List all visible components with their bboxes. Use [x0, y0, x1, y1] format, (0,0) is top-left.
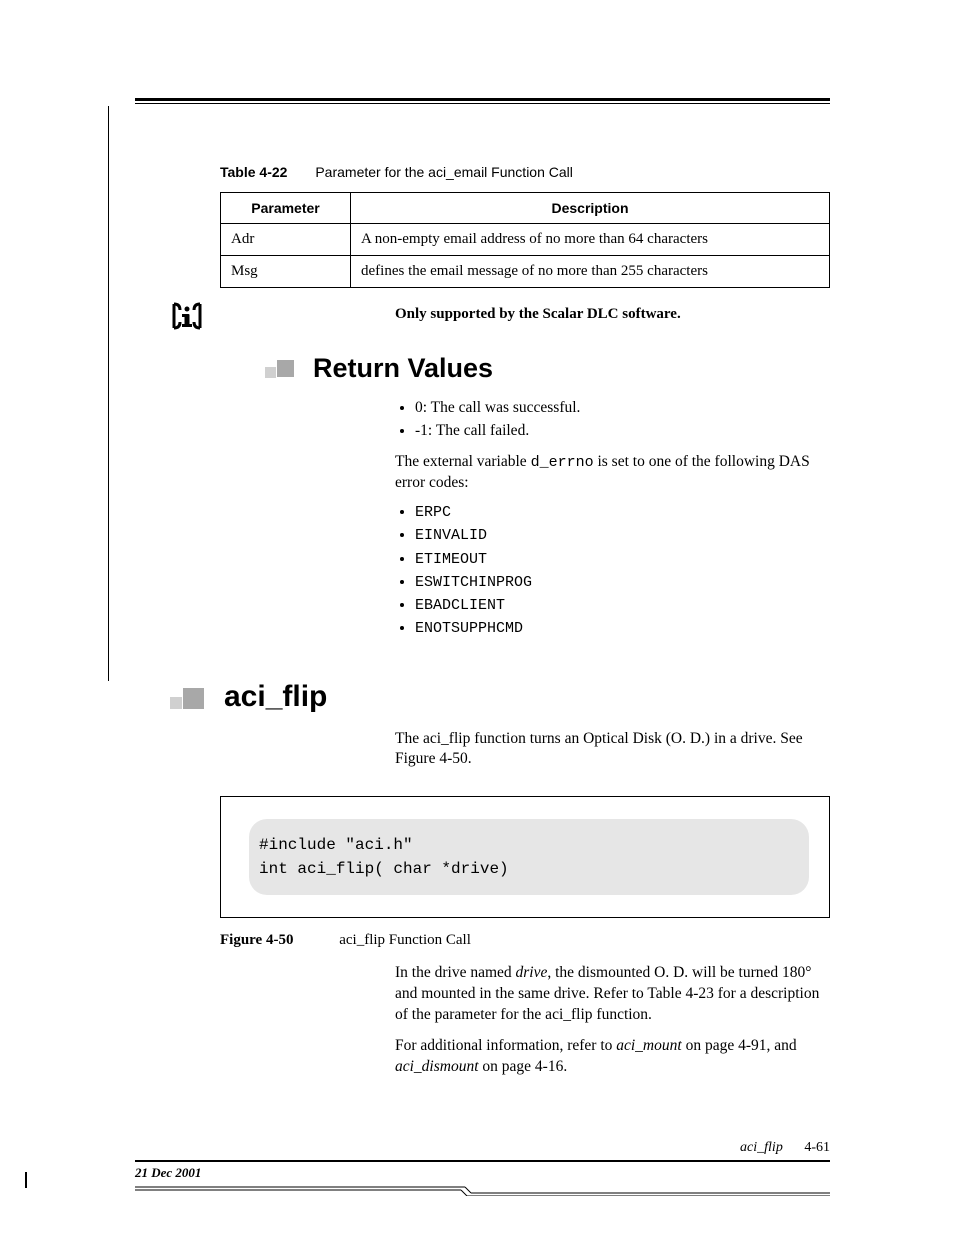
table-cell: Msg [221, 256, 351, 288]
vertical-rule [108, 106, 109, 681]
figure-label: Figure 4-50 [220, 932, 293, 948]
paragraph: The aci_flip function turns an Optical D… [395, 729, 830, 771]
table-header-row: Parameter Description [221, 193, 830, 224]
table-header: Description [351, 193, 830, 224]
error-code: EBADCLIENT [415, 597, 505, 614]
list-item: ENOTSUPPHCMD [415, 618, 830, 639]
paragraph: For additional information, refer to aci… [395, 1036, 830, 1078]
footer-page-number: 4-61 [804, 1140, 830, 1155]
squares-icon [265, 353, 303, 384]
info-note-text: Only supported by the Scalar DLC softwar… [395, 306, 830, 323]
table-cell: Adr [221, 224, 351, 256]
code-box: #include "aci.h" int aci_flip( char *dri… [220, 796, 830, 918]
figure-text: aci_flip Function Call [339, 932, 471, 948]
list-item: ETIMEOUT [415, 549, 830, 570]
aci-flip-body: In the drive named drive, the dismounted… [395, 963, 830, 1078]
text: The external variable [395, 453, 531, 470]
page-content: Table 4-22 Parameter for the aci_email F… [135, 98, 830, 1078]
code-inline: d_errno [531, 454, 594, 471]
text: on page 4-16. [479, 1058, 568, 1075]
italic-ref: aci_dismount [395, 1058, 479, 1075]
error-code: ERPC [415, 504, 451, 521]
error-code: ESWITCHINPROG [415, 574, 532, 591]
text: In the drive named [395, 964, 516, 981]
footer-section-name: aci_flip [740, 1140, 783, 1155]
list-item: ERPC [415, 502, 830, 523]
list-item: EBADCLIENT [415, 595, 830, 616]
text: For additional information, refer to [395, 1037, 616, 1054]
footer-date: 21 Dec 2001 [135, 1165, 830, 1181]
heading-aci-flip: aci_flip [224, 680, 327, 714]
heading-aci-flip-row: aci_flip [170, 680, 830, 715]
page-footer: aci_flip 4-61 21 Dec 2001 [135, 1140, 830, 1193]
error-code: ETIMEOUT [415, 551, 487, 568]
error-code-list: ERPC EINVALID ETIMEOUT ESWITCHINPROG EBA… [415, 502, 830, 640]
table-row: Adr A non-empty email address of no more… [221, 224, 830, 256]
return-bullet-list: 0: The call was successful. -1: The call… [415, 398, 830, 442]
info-icon [170, 302, 204, 335]
heading-return-values-row: Return Values [265, 353, 830, 384]
heading-return-values: Return Values [313, 353, 493, 384]
list-item: 0: The call was successful. [415, 398, 830, 419]
footer-double-rule [135, 1183, 830, 1193]
derrno-paragraph: The external variable d_errno is set to … [395, 452, 830, 494]
table-cell: defines the email message of no more tha… [351, 256, 830, 288]
list-item: EINVALID [415, 525, 830, 546]
top-horizontal-rule [135, 98, 830, 104]
table-caption: Table 4-22 Parameter for the aci_email F… [220, 164, 830, 180]
table-caption-text: Parameter for the aci_email Function Cal… [315, 164, 573, 180]
text-cursor-mark [25, 1172, 27, 1188]
table-label: Table 4-22 [220, 164, 287, 180]
footer-right: aci_flip 4-61 [135, 1140, 830, 1156]
table-row: Msg defines the email message of no more… [221, 256, 830, 288]
footer-rule [135, 1160, 830, 1162]
error-code: ENOTSUPPHCMD [415, 620, 523, 637]
return-values-body: 0: The call was successful. -1: The call… [395, 398, 830, 640]
text: on page 4-91, and [682, 1037, 797, 1054]
squares-icon [170, 680, 214, 715]
italic-word: drive [516, 964, 548, 981]
list-item: ESWITCHINPROG [415, 572, 830, 593]
parameter-table: Parameter Description Adr A non-empty em… [220, 192, 830, 288]
code-block: #include "aci.h" int aci_flip( char *dri… [249, 819, 809, 895]
list-item: -1: The call failed. [415, 421, 830, 442]
error-code: EINVALID [415, 527, 487, 544]
table-header: Parameter [221, 193, 351, 224]
aci-flip-intro: The aci_flip function turns an Optical D… [395, 729, 830, 771]
italic-ref: aci_mount [616, 1037, 681, 1054]
main-column: Table 4-22 Parameter for the aci_email F… [220, 164, 830, 1078]
table-cell: A non-empty email address of no more tha… [351, 224, 830, 256]
figure-caption: Figure 4-50 aci_flip Function Call [220, 932, 830, 949]
info-note-row: Only supported by the Scalar DLC softwar… [220, 306, 830, 323]
paragraph: In the drive named drive, the dismounted… [395, 963, 830, 1026]
